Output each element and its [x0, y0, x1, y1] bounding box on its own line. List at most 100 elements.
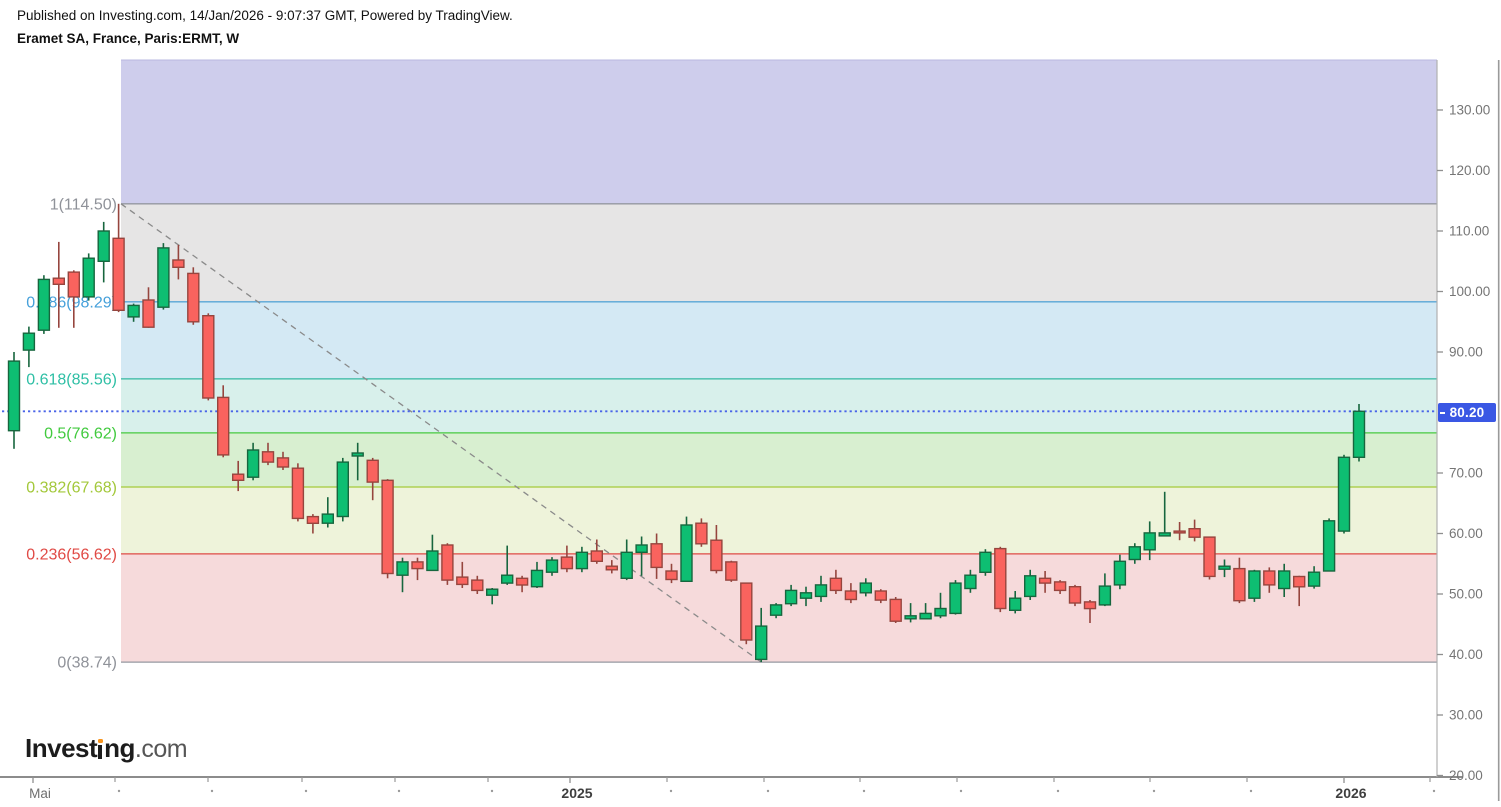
candle	[142, 287, 155, 328]
candle	[426, 534, 439, 572]
fib-label-0.5: 0.5(76.62)	[44, 425, 117, 442]
fib-label-1: 1(114.50)	[50, 196, 117, 213]
candle	[1188, 519, 1201, 542]
candle	[530, 561, 544, 588]
candle	[545, 557, 559, 576]
x-tick-label: Mai	[29, 786, 51, 801]
candle	[172, 244, 185, 280]
candle	[351, 442, 364, 481]
candle	[590, 539, 603, 564]
fib-band	[121, 203, 1437, 302]
candle	[844, 583, 858, 604]
x-month-dot	[1432, 789, 1436, 793]
x-month-dot	[669, 789, 673, 793]
y-tick-label: 40.00	[1449, 647, 1483, 662]
candle	[1277, 563, 1291, 597]
candle	[560, 545, 574, 573]
candle	[814, 575, 828, 602]
candle	[82, 253, 95, 301]
fib-band	[121, 378, 1437, 433]
candle	[934, 592, 947, 619]
candle	[381, 479, 394, 579]
candle	[1023, 569, 1037, 600]
candle	[829, 569, 843, 594]
candle	[769, 603, 783, 619]
candle	[665, 563, 678, 584]
candle	[411, 557, 424, 581]
logo-i-stem	[98, 745, 103, 759]
candle	[1158, 491, 1171, 537]
fib-label-0.382: 0.382(67.68)	[26, 480, 117, 497]
fib-label-0.618: 0.618(85.56)	[26, 371, 117, 388]
candle	[710, 525, 723, 574]
candle	[994, 546, 1007, 613]
y-tick-label: 50.00	[1449, 587, 1483, 602]
logo-suffix: .com	[134, 735, 188, 763]
candle	[306, 514, 320, 534]
y-tick-label: 70.00	[1449, 466, 1483, 481]
candle	[276, 451, 290, 470]
candle	[1083, 600, 1097, 623]
candle	[396, 557, 409, 593]
candle	[874, 589, 887, 604]
candle	[1218, 559, 1231, 578]
candle	[680, 516, 693, 582]
y-tick-label: 120.00	[1449, 163, 1490, 178]
candle	[366, 457, 379, 501]
logo-brand: Invest ng	[25, 733, 135, 763]
y-tick-label: 90.00	[1449, 345, 1483, 360]
candle	[112, 203, 125, 313]
candle	[784, 584, 798, 607]
candle	[1203, 536, 1216, 580]
x-month-dot	[490, 789, 494, 793]
y-tick-label: 100.00	[1449, 284, 1490, 299]
x-month-dot	[117, 789, 121, 793]
candle	[486, 588, 499, 605]
candle	[949, 580, 962, 615]
candle	[1068, 584, 1082, 607]
candle	[321, 497, 334, 528]
candle	[336, 457, 349, 522]
x-tick-label: 2026	[1335, 785, 1366, 801]
candle	[889, 597, 902, 623]
candle	[1233, 557, 1246, 604]
candle	[1248, 569, 1261, 602]
candle	[859, 578, 872, 597]
candle	[1322, 518, 1336, 572]
candle	[52, 241, 65, 328]
candle	[979, 549, 992, 576]
candle	[919, 603, 932, 620]
x-month-dot	[959, 789, 963, 793]
x-month-dot	[766, 789, 770, 793]
candle	[1337, 454, 1351, 534]
fib-label-0.236: 0.236(56.62)	[26, 546, 117, 563]
candle	[67, 270, 81, 328]
x-month-dot	[1056, 789, 1060, 793]
candle	[7, 352, 21, 449]
y-tick-label: 130.00	[1449, 103, 1490, 118]
candle	[1292, 575, 1306, 607]
candle	[1098, 573, 1112, 607]
candle	[1352, 404, 1366, 462]
candle	[1009, 591, 1022, 614]
y-tick-label: 30.00	[1449, 708, 1483, 723]
x-month-dot	[304, 789, 308, 793]
candle	[97, 221, 110, 283]
candle	[127, 303, 140, 322]
candle	[216, 385, 230, 458]
x-month-dot	[862, 789, 866, 793]
candle	[635, 536, 648, 576]
candle	[187, 267, 200, 325]
candle	[725, 560, 738, 582]
fib-band	[121, 60, 1437, 204]
candle	[1307, 566, 1321, 589]
candle	[1113, 554, 1127, 590]
candle	[1263, 567, 1276, 593]
candle	[904, 603, 917, 623]
logo-i-glyph	[97, 738, 104, 764]
fib-label-0: 0(38.74)	[57, 655, 117, 672]
candle	[231, 460, 245, 492]
